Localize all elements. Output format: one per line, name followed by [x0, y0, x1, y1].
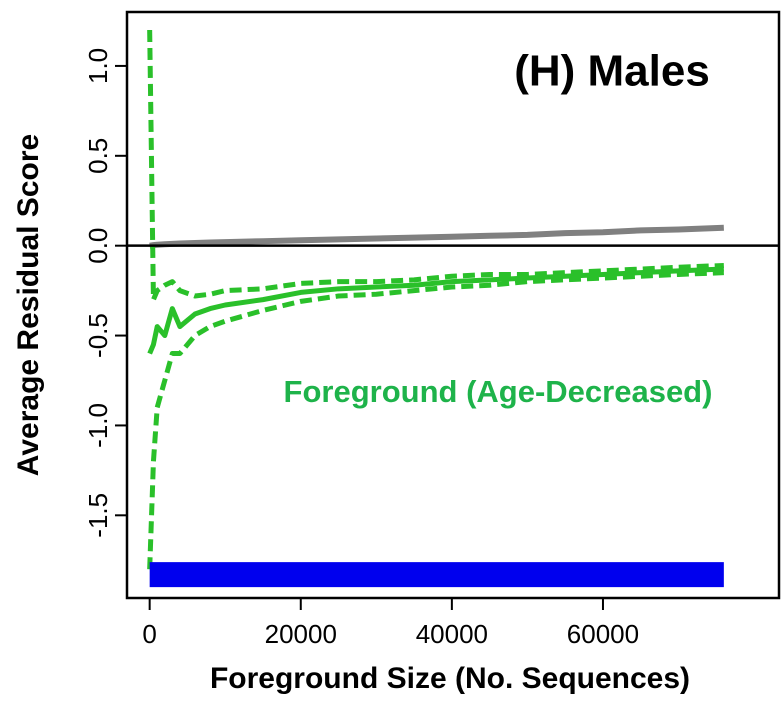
x-tick-label: 40000 [416, 619, 488, 649]
x-axis-label: Foreground Size (No. Sequences) [210, 662, 690, 695]
plot-area [140, 29, 724, 588]
annotation: Foreground (Age-Decreased) [284, 374, 713, 409]
y-tick-label: -1.5 [83, 493, 113, 538]
x-tick-label: 60000 [567, 619, 639, 649]
plot-border [125, 10, 781, 600]
data-line [149, 224, 724, 249]
x-tick-label: 0 [142, 619, 156, 649]
y-tick-label: 0.0 [83, 228, 113, 264]
chart-title: (H) Males [514, 47, 710, 96]
x-tick-label: 20000 [265, 619, 337, 649]
y-tick-label: 1.0 [83, 48, 113, 84]
y-tick-label: -0.5 [83, 313, 113, 358]
y-tick-label: 0.5 [83, 138, 113, 174]
data-line [147, 270, 724, 570]
data-line [147, 266, 724, 355]
y-tick-label: -1.0 [83, 403, 113, 448]
data-line [147, 29, 724, 303]
y-axis-label: Average Residual Score [12, 134, 45, 476]
